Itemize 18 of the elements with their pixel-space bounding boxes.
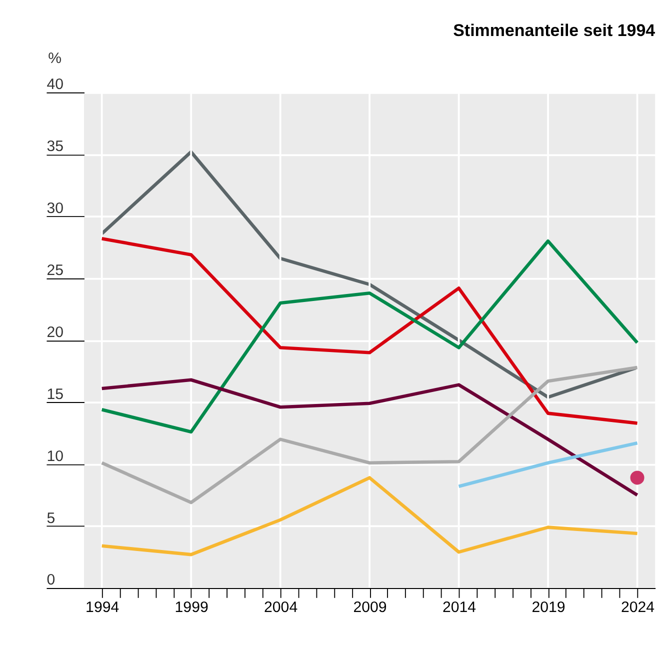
chart-title: Stimmenanteile seit 1994 — [453, 20, 656, 40]
y-axis-title: % — [48, 50, 62, 68]
x-tick-label: 2004 — [264, 599, 298, 616]
y-tick-label: 25 — [46, 262, 64, 279]
x-tick-label: 2024 — [620, 599, 655, 616]
x-tick-label: 2019 — [532, 599, 566, 616]
y-tick-label: 5 — [46, 510, 56, 527]
y-tick-label: 40 — [46, 76, 64, 94]
y-tick-label: 20 — [46, 324, 64, 341]
y-tick-label: 15 — [46, 386, 64, 403]
y-tick-label: 30 — [46, 200, 64, 218]
y-tick-label: 0 — [46, 572, 56, 589]
y-tick-label: 10 — [46, 448, 64, 465]
y-tick-label: 35 — [46, 138, 64, 156]
x-tick-label: 1994 — [86, 599, 120, 616]
x-tick-label: 2014 — [442, 599, 476, 616]
x-tick-label: 2009 — [353, 599, 387, 616]
x-tick-label: 1999 — [174, 599, 208, 616]
